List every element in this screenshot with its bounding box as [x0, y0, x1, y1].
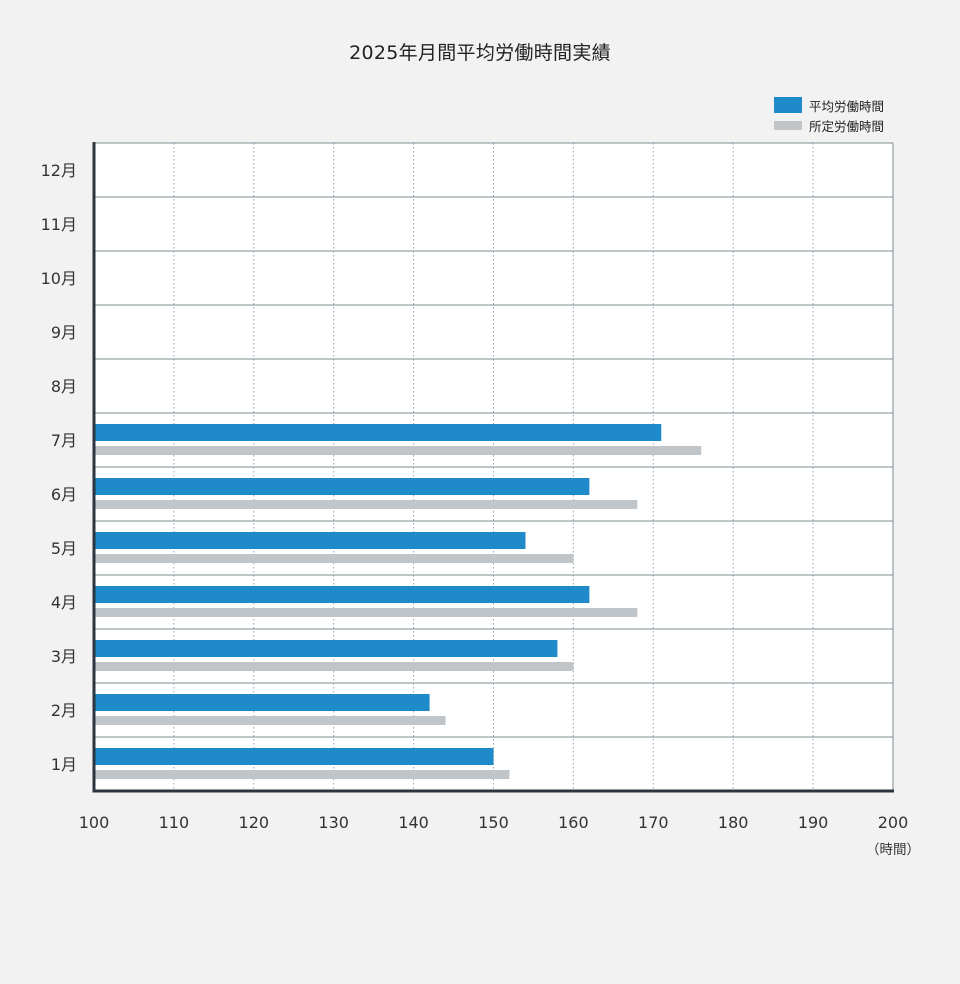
x-tick-label: 150: [478, 813, 509, 832]
y-tick-label: 7月: [51, 431, 77, 450]
x-tick-label: 140: [398, 813, 429, 832]
bar-average-2: [94, 694, 430, 711]
x-tick-label: 120: [239, 813, 270, 832]
legend-swatch-average: [774, 97, 802, 113]
chart-title: 2025年月間平均労働時間実績: [349, 42, 611, 64]
y-tick-label: 10月: [41, 269, 77, 288]
legend-label-average: 平均労働時間: [809, 98, 885, 114]
legend-label-scheduled: 所定労働時間: [809, 118, 885, 134]
bar-average-7: [94, 424, 662, 441]
x-axis-unit-label: （時間）: [866, 842, 920, 858]
bar-average-6: [94, 478, 590, 495]
y-tick-label: 2月: [51, 701, 77, 720]
y-tick-label: 12月: [41, 161, 77, 180]
y-tick-label: 3月: [51, 647, 77, 666]
x-tick-label: 100: [79, 813, 110, 832]
bar-average-4: [94, 586, 590, 603]
y-tick-label: 9月: [51, 323, 77, 342]
bar-scheduled-1: [94, 770, 510, 779]
bar-average-5: [94, 532, 526, 549]
legend-item-average: 平均労働時間: [774, 95, 884, 115]
bar-scheduled-5: [94, 554, 574, 563]
x-tick-label: 180: [718, 813, 749, 832]
bar-scheduled-6: [94, 500, 638, 509]
bar-average-1: [94, 748, 494, 765]
x-tick-label: 110: [159, 813, 190, 832]
y-tick-label: 1月: [51, 755, 77, 774]
legend-swatch-scheduled: [774, 120, 802, 130]
x-tick-label: 130: [318, 813, 349, 832]
chart-legend: 平均労働時間 所定労働時間: [774, 95, 884, 135]
bar-average-3: [94, 640, 558, 657]
y-tick-label: 8月: [51, 377, 77, 396]
bar-scheduled-2: [94, 716, 446, 725]
y-tick-label: 6月: [51, 485, 77, 504]
x-tick-label: 200: [878, 813, 909, 832]
y-tick-label: 4月: [51, 593, 77, 612]
x-tick-label: 160: [558, 813, 589, 832]
x-tick-label: 190: [798, 813, 829, 832]
y-tick-label: 11月: [41, 215, 77, 234]
x-tick-label: 170: [638, 813, 669, 832]
bar-scheduled-7: [94, 446, 702, 455]
bar-scheduled-3: [94, 662, 574, 671]
bar-scheduled-4: [94, 608, 638, 617]
y-tick-label: 5月: [51, 539, 77, 558]
legend-item-scheduled: 所定労働時間: [774, 115, 884, 135]
